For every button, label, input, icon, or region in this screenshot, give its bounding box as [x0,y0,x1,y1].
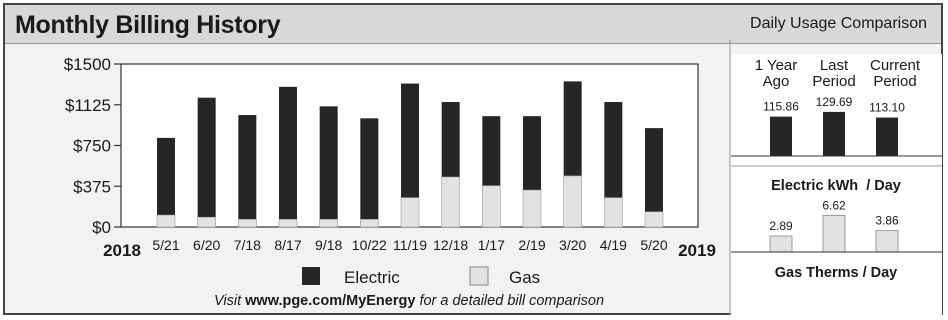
y-tick-label: $0 [92,218,111,237]
bar-gas [400,197,420,228]
x-tick-label: 7/18 [234,237,261,253]
electric-daily-headers: 1 Year Ago Last Period Current Period [755,57,921,90]
bar-gas [156,214,176,228]
legend-electric-label: Electric [344,268,400,287]
x-tick-label: 2/19 [518,237,545,253]
footer-url[interactable]: www.pge.com/MyEnergy [244,293,415,309]
daily-usage-title: Daily Usage Comparison [750,15,927,32]
bar-gas [482,185,501,228]
gas-daily-bar [875,230,899,253]
bar-electric [604,102,623,198]
col-header-3-line1: Current [870,57,921,74]
electric-daily-value: 115.86 [763,100,799,114]
electric-daily-bar [876,117,898,156]
bar-electric [197,97,216,218]
bar-electric [401,83,419,198]
col-header-1-line1: 1 Year [755,57,798,74]
x-tick-label: 10/22 [352,237,387,253]
electric-daily-value: 113.10 [869,101,905,115]
x-tick-label: 12/18 [433,237,468,253]
electric-daily-bar [823,111,845,156]
bar-electric [441,102,460,178]
electric-daily-bar [770,116,792,156]
y-tick-label: $1125 [65,96,111,115]
footer-pre: Visit [214,293,245,309]
bar-gas [604,197,623,228]
bar-electric [279,86,297,220]
gas-daily-label: Gas Therms / Day [775,265,898,281]
col-header-2-line2: Period [812,73,855,90]
gas-daily-bar [769,235,793,253]
bar-electric [157,137,175,216]
col-header-3-line2: Period [873,73,916,90]
x-tick-label: 5/21 [152,237,179,253]
bar-electric [645,128,663,212]
bar-gas [644,211,664,228]
gas-daily-value: 3.86 [875,214,899,228]
legend-gas-swatch [469,266,489,286]
page-title: Monthly Billing History [15,11,281,39]
bar-gas [522,189,542,228]
year-label-start: 2018 [103,241,141,260]
x-tick-label: 11/19 [393,237,427,253]
bar-electric [523,116,541,191]
bar-gas [441,176,460,228]
col-header-1-line2: Ago [763,73,790,90]
bar-gas [278,219,298,228]
bar-gas [360,219,379,228]
x-tick-label: 4/19 [600,237,627,253]
bar-electric [238,115,257,220]
x-tick-label: 6/20 [193,237,220,253]
x-tick-label: 1/17 [478,237,505,253]
bar-electric [563,81,582,176]
y-tick-label: $1500 [64,55,111,74]
x-tick-label: 9/18 [315,237,342,253]
year-label-end: 2019 [678,241,716,260]
bar-electric [319,106,338,220]
x-tick-label: 5/20 [640,237,667,253]
bar-electric [482,116,501,186]
legend-gas-label: Gas [509,268,540,287]
y-tick-label: $750 [73,137,111,156]
electric-daily-label: Electric kWh / Day [771,178,901,194]
legend-electric-swatch [302,267,320,285]
bar-gas [319,219,338,228]
x-tick-label: 3/20 [559,237,586,253]
daily-plot-area [731,54,942,316]
electric-daily-value: 129.69 [816,95,853,109]
footer-post: for a detailed bill comparison [415,293,604,309]
gas-daily-value: 2.89 [769,219,793,233]
x-tick-label: 8/17 [274,237,301,253]
panel-header: Monthly Billing History Daily Usage Comp… [5,5,941,44]
gas-daily-value: 6.62 [822,198,846,212]
gas-daily-bar [822,214,846,253]
col-header-2-line1: Last [820,57,849,74]
bar-electric [360,118,379,220]
bar-gas [238,219,257,228]
y-tick-label: $375 [73,177,111,196]
bar-gas [197,216,216,228]
bar-gas [563,175,582,228]
footer-note: Visit www.pge.com/MyEnergy for a detaile… [214,293,604,309]
